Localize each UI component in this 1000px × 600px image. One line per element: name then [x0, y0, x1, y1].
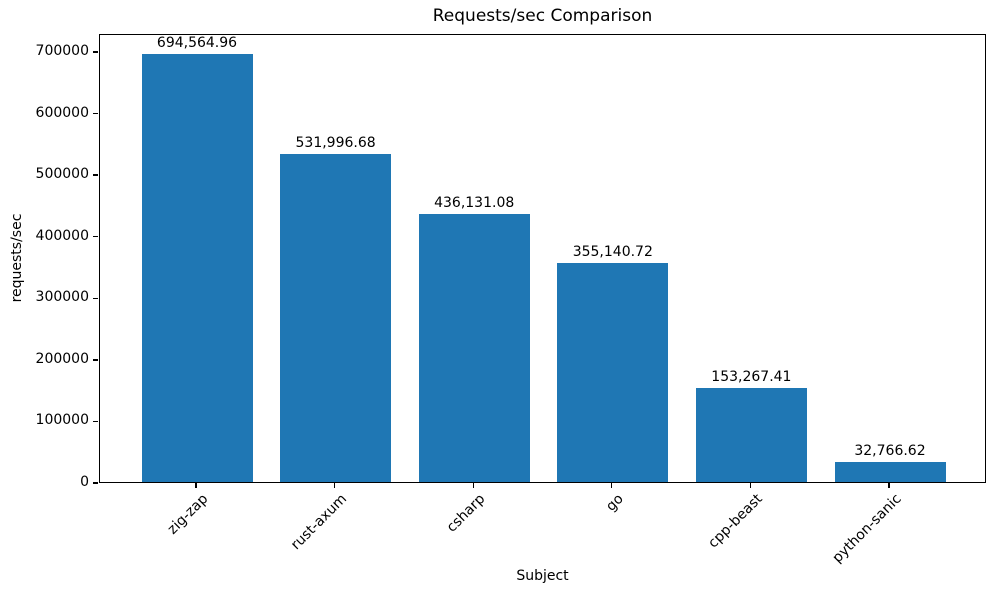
y-tick-label: 0 — [80, 474, 89, 490]
y-tick-mark — [93, 482, 98, 484]
bar-go — [557, 263, 669, 482]
bar-value-label: 355,140.72 — [572, 244, 653, 261]
bar-cpp-beast — [695, 387, 807, 482]
x-axis-label: Subject — [516, 568, 569, 584]
bar-value-label: 694,564.96 — [156, 35, 238, 52]
x-tick-mark — [888, 483, 890, 488]
x-tick-label-python-sanic: python-sanic — [829, 491, 905, 567]
chart-title: Requests/sec Comparison — [432, 6, 653, 26]
y-tick-label: 300000 — [35, 289, 89, 306]
x-tick-label-go: go — [603, 491, 628, 515]
y-tick-mark — [93, 420, 98, 423]
x-tick-label-cpp-beast: cpp-beast — [705, 491, 766, 552]
y-tick-mark — [93, 297, 98, 299]
y-tick-label: 100000 — [35, 412, 89, 429]
x-tick-mark — [195, 483, 197, 488]
y-tick-label: 400000 — [35, 227, 89, 244]
bar-zig-zap — [141, 54, 253, 482]
y-tick-mark — [93, 359, 98, 361]
bar-value-label: 153,267.41 — [711, 368, 792, 385]
y-tick-mark — [93, 112, 98, 115]
y-tick-mark — [93, 51, 98, 53]
x-tick-mark — [611, 483, 613, 488]
bar-csharp — [418, 213, 530, 482]
y-tick-label: 700000 — [35, 43, 89, 60]
bar-value-label: 531,996.68 — [295, 135, 376, 152]
x-tick-label-csharp: csharp — [443, 491, 489, 536]
x-tick-mark — [749, 483, 752, 488]
bar-value-label: 436,131.08 — [434, 194, 515, 211]
bar-python-sanic — [834, 461, 946, 482]
x-tick-mark — [472, 483, 474, 488]
y-tick-label: 500000 — [35, 166, 89, 183]
x-tick-mark — [333, 483, 336, 488]
y-tick-label: 200000 — [35, 350, 89, 367]
x-tick-label-zig-zap: zig-zap — [164, 491, 212, 538]
y-tick-mark — [93, 236, 98, 238]
y-tick-label: 600000 — [35, 104, 89, 121]
y-axis-label: requests/sec — [9, 213, 25, 303]
plot-area: 694,564.96 531,996.68 436,131.08 355,140.72… — [99, 34, 986, 483]
x-tick-label-rust-axum: rust-axum — [287, 491, 350, 554]
bar-value-label: 32,766.62 — [854, 442, 926, 459]
bar-rust-axum — [280, 154, 392, 482]
y-tick-mark — [93, 174, 98, 176]
